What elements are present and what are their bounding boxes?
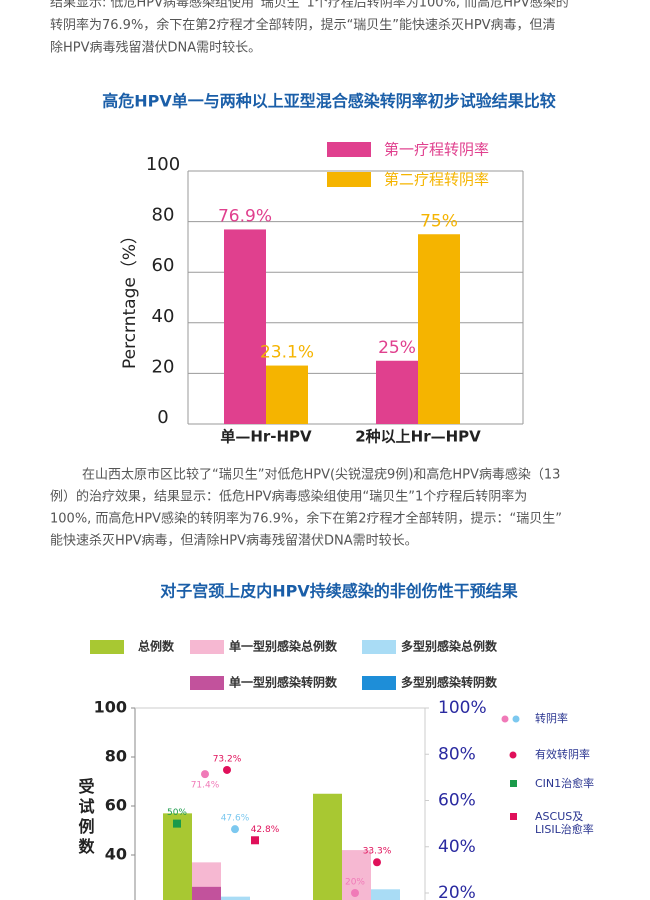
point-marker [201, 770, 209, 779]
legend-label: ASCUS及LISIL治愈率 [535, 810, 594, 836]
bar [371, 889, 400, 900]
y-tick-label: 80 [152, 205, 175, 226]
y2-tick-label: 80% [438, 744, 476, 764]
y2-tick-label: 20% [438, 883, 476, 900]
legend-label: CIN1治愈率 [535, 777, 595, 790]
point-marker [173, 819, 181, 828]
data-label: 47.6% [221, 814, 250, 824]
point-marker [373, 858, 381, 867]
y-tick-label: 60 [152, 255, 175, 276]
legend-marker [501, 715, 509, 723]
legend-label: 多型别感染总例数 [401, 639, 498, 654]
legend-marker [512, 715, 520, 723]
y-tick-label: 40 [105, 845, 127, 864]
legend-swatch [327, 172, 371, 187]
legend-swatch [190, 640, 224, 654]
data-label: 20% [345, 878, 365, 888]
legend-label: 转阴率 [535, 712, 568, 725]
legend-label: 总例数 [138, 639, 175, 654]
paragraph-line: 能快速杀灭HPV病毒，但清除HPV病毒残留潜伏DNA需时较长。 [50, 534, 418, 549]
bar [224, 229, 266, 424]
legend-swatch [362, 676, 396, 690]
data-label: 75% [420, 211, 458, 231]
data-label: 25% [378, 338, 416, 358]
legend-marker [509, 751, 517, 759]
legend-label: 第一疗程转阴率 [384, 141, 489, 159]
y-tick-label: 80 [105, 747, 127, 766]
y-tick-label: 40 [152, 306, 175, 327]
y2-tick-label: 40% [438, 837, 476, 857]
x-tick-label: 单—Hr-HPV [220, 428, 312, 446]
paragraph-line: 结果显示: 低危HPV病毒感染组使用“瑞贝生”1个疗程后转阴率为100%, 而高… [50, 0, 569, 11]
y-tick-label: 100 [94, 698, 127, 717]
bar [192, 886, 221, 900]
paragraph-line: 除HPV病毒残留潜伏DNA需时较长。 [50, 41, 261, 56]
y-axis-label: Percrntage（%） [120, 227, 140, 369]
legend-swatch [327, 142, 371, 157]
legend-swatch [362, 640, 396, 654]
y-tick-label: 60 [105, 796, 127, 815]
x-tick-label: 2种以上Hr—HPV [355, 428, 481, 446]
bar [313, 793, 342, 900]
legend-marker [510, 780, 517, 787]
legend-swatch [190, 676, 224, 690]
data-label: 33.3% [363, 847, 392, 857]
data-label: 23.1% [260, 343, 314, 363]
y2-tick-label: 100% [438, 698, 487, 718]
data-label: 50% [167, 808, 187, 818]
y-tick-label: 0 [157, 407, 168, 428]
legend-label: 第二疗程转阴率 [384, 171, 489, 189]
legend-swatch [90, 640, 124, 654]
legend-marker [510, 813, 517, 820]
y-axis-label: 受试例数 [76, 777, 95, 858]
data-label: 73.2% [213, 754, 242, 764]
bar [376, 360, 418, 424]
data-label: 71.4% [191, 781, 220, 791]
legend-label: 有效转阴率 [535, 748, 590, 761]
legend-label: 多型别感染转阴数 [401, 675, 498, 690]
bar [266, 365, 308, 424]
bar [418, 234, 460, 424]
point-marker [231, 825, 239, 834]
point-marker [351, 889, 359, 897]
paragraph-line: 在山西太原市区比较了“瑞贝生”对低危HPV(尖锐湿疣9例)和高危HPV病毒感染（… [82, 467, 560, 483]
bar [163, 813, 192, 900]
legend-label: 单一型别感染转阴数 [229, 675, 338, 690]
chart-title: 对子宫颈上皮内HPV持续感染的非创伤性干预结果 [160, 582, 518, 601]
bar [221, 896, 250, 900]
y-tick-label: 100 [146, 154, 180, 175]
data-label: 76.9% [218, 206, 272, 226]
point-marker [251, 836, 259, 845]
chart-title: 高危HPV单一与两种以上亚型混合感染转阴率初步试验结果比较 [102, 92, 556, 111]
paragraph-line: 100%, 而高危HPV感染的转阴率为76.9%，余下在第2疗程才全部转阴，提示… [50, 511, 562, 527]
paragraph-line: 例）的治疗效果，结果显示：低危HPV病毒感染组使用“瑞贝生”1个疗程后转阴率为 [50, 489, 527, 505]
y-tick-label: 20 [152, 356, 175, 377]
point-marker [223, 765, 231, 774]
paragraph-line: 转阴率为76.9%，余下在第2疗程才全部转阴，提示“瑞贝生”能快速杀灭HPV病毒… [50, 17, 556, 33]
y2-tick-label: 60% [438, 791, 476, 811]
legend-label: 单一型别感染总例数 [229, 639, 338, 654]
data-label: 42.8% [251, 825, 280, 835]
